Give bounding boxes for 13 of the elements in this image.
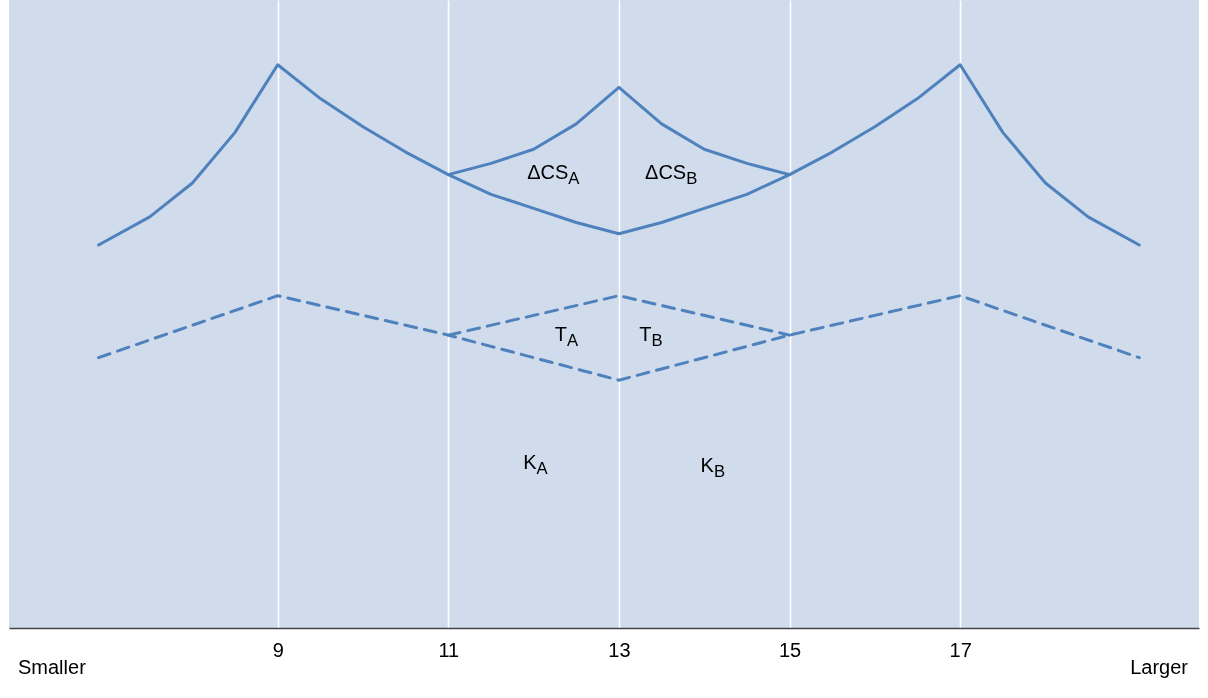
annotation: T$_{B}$ — [639, 323, 663, 352]
x-tick-label: 13 — [608, 638, 631, 661]
x-tick-label: 17 — [949, 638, 972, 661]
text: Larger — [1130, 656, 1188, 679]
annotation: ΔCS$_{B}$ — [645, 161, 698, 190]
annotation: ΔCS$_{A}$ — [527, 161, 580, 190]
x-tick-label: 11 — [438, 638, 460, 661]
annotation: K$_{A}$ — [523, 450, 548, 479]
x-tick-label: 9 — [272, 638, 284, 661]
annotation: T$_{A}$ — [554, 323, 579, 352]
x-tick-label: 15 — [778, 638, 802, 661]
annotation: K$_{B}$ — [700, 453, 726, 482]
text: Smaller — [18, 656, 86, 679]
